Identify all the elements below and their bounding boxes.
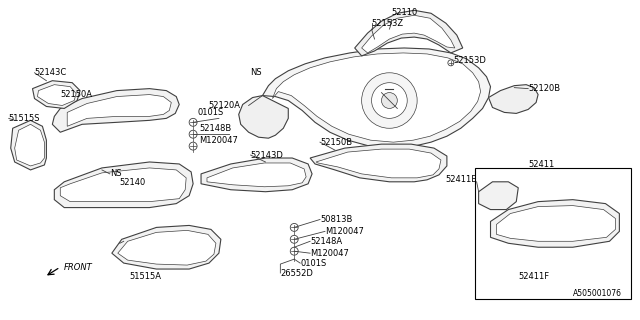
Circle shape [381,92,397,108]
Polygon shape [54,162,193,208]
Text: 52148A: 52148A [310,237,342,246]
Text: 0101S: 0101S [300,259,326,268]
Text: 52140: 52140 [120,178,146,187]
Polygon shape [33,81,80,108]
Text: 26552D: 26552D [280,268,313,277]
Text: 52411F: 52411F [518,272,549,282]
Text: M120047: M120047 [199,136,238,145]
Text: A505001076: A505001076 [573,289,622,298]
Polygon shape [310,144,447,182]
Text: 52150B: 52150B [320,138,352,147]
Text: 52153Z: 52153Z [372,19,404,28]
Polygon shape [355,10,463,56]
Circle shape [189,142,197,150]
Text: 52143D: 52143D [251,150,284,160]
Text: 52120A: 52120A [209,101,241,110]
Text: 52110: 52110 [392,8,418,17]
Text: 52148B: 52148B [199,124,231,133]
Text: 51515A: 51515A [130,272,162,282]
Polygon shape [479,182,518,210]
Text: 50813B: 50813B [320,215,353,224]
Text: 52153D: 52153D [454,56,486,65]
Polygon shape [67,95,172,126]
Polygon shape [118,230,216,265]
Text: 52411: 52411 [528,160,554,170]
Polygon shape [316,149,441,178]
Polygon shape [15,124,44,166]
Circle shape [291,235,298,243]
Polygon shape [60,168,186,202]
Polygon shape [273,53,481,142]
Text: M120047: M120047 [310,249,349,258]
Polygon shape [201,158,312,192]
Polygon shape [362,15,455,53]
Polygon shape [490,200,620,247]
Text: M120047: M120047 [325,227,364,236]
Circle shape [189,118,197,126]
Polygon shape [38,85,76,106]
Polygon shape [262,48,490,148]
Polygon shape [112,225,221,269]
Polygon shape [488,85,538,113]
Text: FRONT: FRONT [64,263,93,272]
Text: 0101S: 0101S [197,108,223,117]
Text: 52411E: 52411E [445,175,477,184]
Polygon shape [239,96,288,138]
Polygon shape [52,89,179,132]
Text: 51515S: 51515S [9,114,40,123]
Text: 52150A: 52150A [60,90,92,99]
Polygon shape [207,163,306,187]
Polygon shape [11,120,46,170]
Circle shape [189,130,197,138]
Bar [475,168,631,299]
Text: 52120B: 52120B [528,84,560,93]
Circle shape [372,83,407,118]
Circle shape [291,247,298,255]
Text: 52143C: 52143C [35,68,67,77]
Text: NS: NS [110,169,122,178]
Text: NS: NS [251,68,262,77]
Polygon shape [497,206,616,241]
Circle shape [291,223,298,231]
Circle shape [448,60,454,66]
Circle shape [362,73,417,128]
